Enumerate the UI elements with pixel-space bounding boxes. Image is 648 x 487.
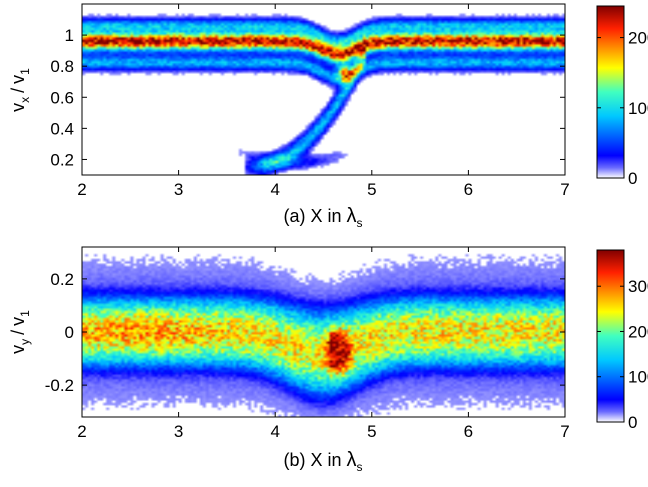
panel-b-x-tick-label: 3 — [174, 422, 183, 441]
panel-b-y-axis-label: vy/v1 — [8, 310, 32, 354]
panel-a-y-tick-label: 1 — [65, 26, 74, 45]
panel-a-colorbar: 0 100 200 — [596, 5, 648, 188]
panel-b-colorbar-tick-label: 200 — [628, 322, 648, 341]
panel-b-heatmap — [82, 247, 565, 417]
panel-b-colorbar-tick-label: 0 — [628, 413, 637, 432]
panel-b-colorbar-ticks: 0 100 200 300 — [597, 277, 648, 432]
panel-a-colorbar-tick-label: 100 — [628, 99, 648, 118]
panel-a-colorbar-gradient — [596, 5, 625, 179]
panel-b-x-tick-label: 5 — [367, 422, 376, 441]
panel-b-x-tick-label: 6 — [464, 422, 473, 441]
panel-a-heatmap — [82, 4, 565, 175]
panel-a-y-tick-label: 0.6 — [50, 88, 74, 107]
panel-a-y-tick-label: 0.2 — [50, 150, 74, 169]
panel-a-colorbar-tick-label: 0 — [628, 169, 637, 188]
panel-a-x-axis-label: (a) X in λs — [283, 205, 362, 230]
panel-a-x-tick-label: 7 — [560, 180, 569, 199]
panel-a-y-tick-label: 0.8 — [50, 57, 74, 76]
panel-b-x-tick-label: 7 — [560, 422, 569, 441]
panel-a-x-tick-label: 6 — [464, 180, 473, 199]
panel-a-y-axis-label: vx/v1 — [8, 68, 32, 112]
panel-a-x-tick-label: 2 — [77, 180, 86, 199]
panel-a-frame — [81, 3, 566, 176]
panel-b-x-tick-label: 2 — [77, 422, 86, 441]
panel-b-heatmap-image — [82, 247, 565, 417]
panel-a-y-tick-label: 0.4 — [50, 119, 74, 138]
panel-b-colorbar-tick-label: 100 — [628, 368, 648, 387]
panel-b-colorbar: 0 100 200 300 — [596, 249, 648, 432]
panel-b-y-tick-label: -0.2 — [45, 376, 74, 395]
panel-b-ticks: 2 3 4 5 6 7 -0.2 0 0.2 — [45, 247, 570, 441]
panel-a-x-tick-label: 3 — [174, 180, 183, 199]
panel-b: 2 3 4 5 6 7 -0.2 0 0.2 (b) X in λs vy/v1 0 100 200… — [8, 246, 648, 474]
panel-b-y-tick-label: 0 — [65, 323, 74, 342]
panel-b-x-tick-label: 4 — [270, 422, 279, 441]
panel-b-colorbar-tick-label: 300 — [628, 277, 648, 296]
panel-b-colorbar-gradient — [596, 249, 625, 423]
panel-b-y-tick-label: 0.2 — [50, 270, 74, 289]
panel-a-x-tick-label: 5 — [367, 180, 376, 199]
panel-a-x-tick-label: 4 — [270, 180, 279, 199]
panel-a-colorbar-ticks: 0 100 200 — [597, 29, 648, 188]
panel-a-heatmap-image — [82, 4, 565, 175]
panel-a-ticks: 2 3 4 5 6 7 0.2 0.4 0.6 0.8 1 — [50, 4, 570, 199]
panel-a-colorbar-tick-label: 200 — [628, 29, 648, 48]
panel-a: 2 3 4 5 6 7 0.2 0.4 0.6 0.8 1 (a) X in λs vx/v1 0 1… — [8, 3, 648, 230]
panel-b-x-axis-label: (b) X in λs — [283, 449, 362, 474]
